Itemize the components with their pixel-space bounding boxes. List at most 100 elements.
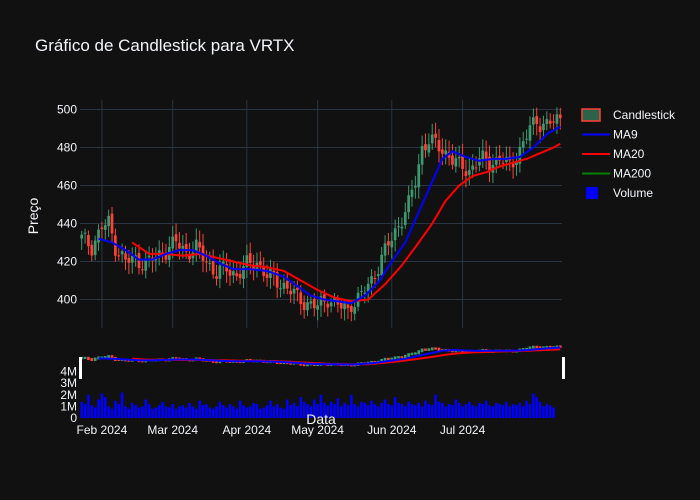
volume-bar	[93, 407, 97, 418]
candle-body	[164, 254, 168, 260]
volume-bar	[346, 405, 350, 418]
volume-bar	[451, 405, 454, 418]
volume-bar	[130, 402, 134, 418]
volume-bar	[498, 404, 501, 418]
candle-body	[208, 263, 212, 265]
candle-body	[528, 125, 532, 141]
mini-candle	[532, 345, 535, 349]
candle-body	[211, 260, 215, 275]
volume-bar	[104, 397, 107, 418]
candle-body	[323, 294, 326, 302]
volume-bar	[168, 407, 171, 418]
candle-body	[346, 304, 350, 309]
candle-body	[215, 276, 218, 279]
volume-bar	[417, 402, 421, 418]
volume-bar	[205, 404, 208, 418]
price-tick-label: 460	[57, 179, 77, 193]
volume-bar	[427, 404, 431, 418]
mini-candle	[545, 345, 549, 349]
candle-body	[370, 276, 373, 284]
volume-bar	[286, 399, 289, 418]
candle-body	[558, 114, 562, 119]
volume-bar	[195, 408, 198, 418]
volume-bar	[370, 400, 373, 418]
volume-bar	[198, 400, 201, 418]
volume-bar	[356, 406, 360, 418]
candle-body	[400, 226, 404, 229]
candle-body	[545, 119, 549, 125]
volume-bar	[242, 405, 245, 418]
volume-bar	[164, 406, 168, 418]
candle-body	[83, 232, 87, 234]
mini-candle	[420, 348, 424, 353]
mini-candle	[424, 348, 427, 351]
candle-body	[478, 158, 481, 166]
volume-bar	[542, 406, 545, 418]
volume-bar	[414, 405, 417, 418]
candle-body	[265, 274, 269, 278]
volume-bar	[326, 405, 330, 418]
candle-body	[390, 240, 394, 248]
volume-bar	[87, 394, 90, 418]
legend-label: Volume	[613, 186, 653, 200]
volume-bar	[437, 401, 441, 418]
volume-bar	[468, 401, 471, 418]
candle-body	[488, 156, 491, 171]
mini-candle	[538, 346, 542, 350]
mini-candle	[535, 345, 539, 349]
mini-candle	[103, 356, 107, 359]
candle-body	[103, 225, 107, 230]
volume-bar	[188, 402, 191, 418]
volume-bars	[80, 392, 555, 418]
volume-bar	[100, 393, 104, 418]
candle-body	[494, 157, 498, 165]
volume-bar	[339, 406, 343, 418]
volume-bar	[515, 405, 518, 418]
volume-bar	[528, 404, 532, 418]
volume-bar	[481, 404, 485, 418]
mini-candle	[302, 363, 306, 367]
volume-bar	[134, 405, 137, 418]
legend[interactable]: Candlestick MA9 MA20 MA200 Volume	[581, 108, 676, 200]
candle-body	[349, 305, 353, 312]
candle-body	[120, 251, 124, 255]
volume-bar	[495, 402, 498, 418]
volume-bar	[350, 394, 353, 418]
mini-candle	[90, 358, 94, 361]
candle-body	[376, 274, 380, 277]
candle-body	[198, 241, 202, 248]
candle-body	[171, 236, 175, 249]
volume-bar	[289, 405, 292, 418]
volume-bar	[201, 405, 205, 418]
x-axis-title: Data	[306, 411, 336, 427]
volume-bar	[525, 400, 528, 418]
volume-bar	[296, 406, 299, 418]
candle-body	[201, 245, 205, 261]
volume-bar	[184, 407, 188, 418]
range-handle-right	[562, 357, 565, 379]
volume-bar	[272, 406, 276, 418]
volume-bar	[430, 405, 434, 418]
candle-body	[100, 227, 104, 230]
volume-bar	[454, 399, 458, 418]
volume-bar	[447, 404, 451, 418]
volume-bar	[225, 407, 228, 418]
volume-bar	[366, 405, 370, 418]
candle-body	[174, 234, 178, 242]
candle-body	[218, 265, 222, 279]
volume-bar	[97, 399, 100, 418]
candle-body	[232, 271, 235, 276]
volume-bar	[505, 401, 508, 418]
volume-bar	[383, 399, 387, 418]
volume-bar	[444, 406, 447, 418]
candle-body	[329, 302, 333, 307]
candle-body	[97, 229, 100, 243]
volume-bar	[151, 408, 154, 418]
mini-candle	[430, 347, 434, 351]
volume-bar	[178, 406, 181, 418]
volume-bar	[532, 393, 535, 418]
candle-body	[299, 292, 303, 305]
volume-bar	[275, 404, 279, 418]
volume-bar	[221, 405, 225, 418]
